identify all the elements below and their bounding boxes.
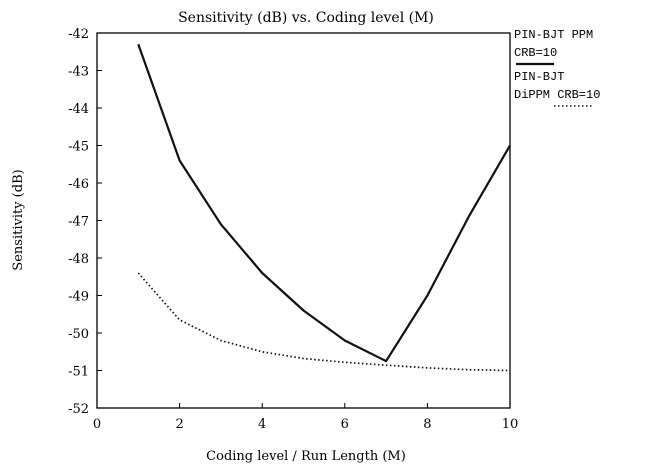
series-line-dippm: [137, 272, 511, 372]
y-axis-title: Sensitivity (dB): [11, 169, 26, 270]
y-tick-label: -43: [68, 65, 89, 80]
x-axis-title: Coding level / Run Length (M): [206, 449, 406, 464]
legend-label-ppm-line2: CRB=10: [514, 46, 557, 60]
y-tick-label: -52: [68, 402, 89, 417]
y-tick-label: -47: [68, 215, 89, 230]
y-tick-label: -48: [68, 252, 89, 267]
y-tick-label: -49: [68, 290, 89, 305]
y-axis: -42 -43 -44 -45 -46 -47 -48 -49 -50 -51 -52: [68, 27, 102, 417]
series-line-ppm: [137, 43, 511, 363]
y-tick-label: -51: [68, 365, 89, 380]
y-tick-label: -46: [68, 177, 89, 192]
series-layer: [137, 43, 511, 372]
x-axis: 0 2 4 6 8 10: [93, 403, 518, 432]
y-tick-label: -45: [68, 140, 89, 155]
y-tick-label: -42: [68, 27, 89, 42]
x-tick-label: 8: [423, 417, 431, 432]
y-tick-label: -50: [68, 327, 89, 342]
x-tick-label: 0: [93, 417, 101, 432]
chart-title: Sensitivity (dB) vs. Coding level (M): [178, 10, 434, 26]
legend-label-dippm-line1: PIN-BJT: [514, 70, 564, 84]
y-tick-label: -44: [68, 102, 89, 117]
legend-label-dippm-line2: DiPPM CRB=10: [514, 88, 600, 102]
legend-label-ppm-line1: PIN-BJT PPM: [514, 28, 593, 42]
plot-frame: [96, 32, 511, 409]
x-tick-label: 4: [258, 417, 266, 432]
legend: PIN-BJT PPM CRB=10 PIN-BJT DiPPM CRB=10: [514, 28, 600, 107]
x-tick-label: 6: [341, 417, 349, 432]
x-tick-label: 2: [175, 417, 183, 432]
x-tick-label: 10: [502, 417, 519, 432]
